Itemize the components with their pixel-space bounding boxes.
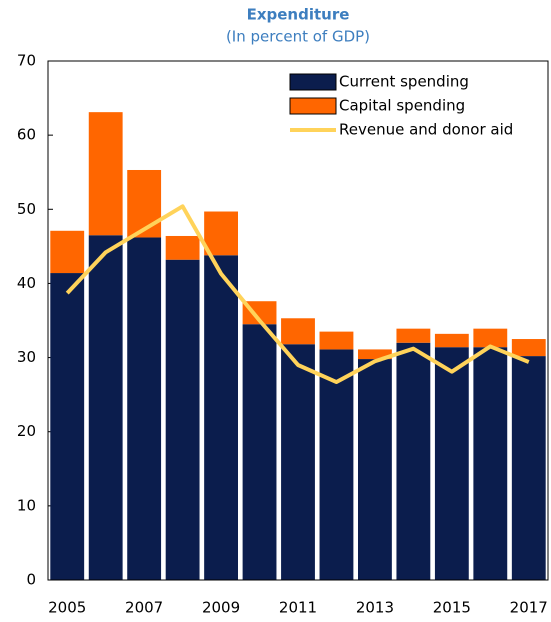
bar-segment [281,344,315,580]
x-tick-label: 2013 [356,599,394,617]
bar-segment [204,255,238,581]
y-tick-label: 20 [17,422,36,440]
bar-segment [281,318,315,345]
bar-segment [127,169,162,238]
bar-segment [242,324,277,580]
y-tick-label: 50 [17,200,36,218]
y-tick-label: 70 [17,52,36,70]
bar-segment [358,359,392,580]
y-tick-label: 30 [17,348,36,366]
bar-segment [127,237,162,580]
bar-segment [88,112,123,236]
bar-segment [50,273,85,580]
legend-label: Current spending [339,73,469,91]
bar-segment [473,347,508,580]
line [65,204,530,385]
x-tick-label: 2011 [279,599,317,617]
legend-swatch [289,97,337,115]
chart-subtitle: (In percent of GDP) [226,28,370,46]
bar-segment [434,347,469,580]
x-tick-label: 2007 [125,599,163,617]
y-tick-label: 0 [26,571,36,589]
bar-segment [511,339,546,357]
bar-segment [165,259,200,580]
bar-segment [473,328,508,348]
chart-title: Expenditure [247,6,350,24]
x-tick-label: 2005 [48,599,86,617]
bar-segment [88,235,123,580]
bar-segment [358,349,392,360]
x-tick-label: 2017 [510,599,548,617]
x-tick-label: 2015 [433,599,471,617]
bar-segment [50,230,85,274]
y-tick-label: 10 [17,496,36,514]
bar-segment [396,328,431,343]
bar-segment [319,349,354,580]
legend-label: Revenue and donor aid [339,121,513,139]
bar-segment [165,235,200,260]
bar-segment [511,356,546,580]
legend-label: Capital spending [339,97,465,115]
bar-segment [204,211,238,256]
y-tick-label: 40 [17,274,36,292]
x-tick-label: 2009 [202,599,240,617]
bar-segment [319,331,354,350]
y-tick-label: 60 [17,126,36,144]
bar-segment [396,342,431,580]
bar-segment [242,301,277,325]
legend-swatch [289,73,337,91]
bar-segment [434,333,469,348]
plot-frame [47,60,549,581]
